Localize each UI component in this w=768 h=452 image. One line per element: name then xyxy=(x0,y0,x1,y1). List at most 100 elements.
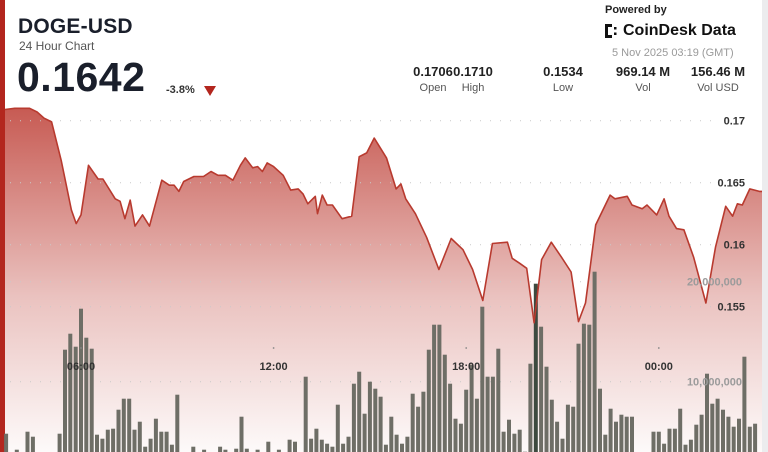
volume-bar xyxy=(432,324,437,452)
volume-bar xyxy=(699,414,704,452)
volume-bar xyxy=(501,431,506,452)
volume-bar xyxy=(287,439,292,452)
volume-bar xyxy=(330,446,335,452)
volume-bar xyxy=(560,438,565,452)
volume-bar xyxy=(63,349,67,452)
volume-bar xyxy=(105,429,110,452)
volume-bar xyxy=(153,418,158,452)
volume-bar xyxy=(319,439,324,452)
volume-bar xyxy=(116,409,121,452)
volume-bar xyxy=(721,409,725,452)
volume-bar xyxy=(25,431,30,452)
volume-bar xyxy=(4,433,9,452)
volume-bar xyxy=(544,366,549,452)
volume-bar xyxy=(416,406,421,452)
volume-bar xyxy=(453,418,458,452)
volume-bar xyxy=(737,418,741,452)
volume-bar xyxy=(367,381,372,452)
volume-bar xyxy=(565,404,570,452)
stat-value: 0.1706 xyxy=(413,64,453,79)
logo-text: CoinDesk Data xyxy=(623,22,736,39)
volume-bar xyxy=(223,449,228,452)
volume-bar xyxy=(464,389,469,452)
stat-label: Open xyxy=(419,82,447,94)
volume-tick-label: 10,000,000 xyxy=(687,377,742,389)
volume-bar xyxy=(581,323,586,452)
volume-bar xyxy=(603,434,608,452)
volume-bar xyxy=(421,391,426,452)
volume-bar xyxy=(442,354,447,452)
volume-tick-label: 20,000,000 xyxy=(687,277,742,289)
volume-bar xyxy=(533,283,538,452)
volume-bar xyxy=(309,438,314,452)
volume-bar xyxy=(57,433,62,452)
volume-bar xyxy=(239,416,244,452)
volume-bar xyxy=(84,337,89,452)
chart-subtitle: 24 Hour Chart xyxy=(19,39,95,53)
volume-bar xyxy=(373,388,378,452)
volume-bar xyxy=(539,326,544,452)
volume-bar xyxy=(528,363,533,452)
volume-bar xyxy=(351,383,356,452)
price-tick-label: 0.165 xyxy=(717,178,745,190)
volume-bar xyxy=(383,444,388,452)
volume-bar xyxy=(169,444,174,452)
time-tick-label: 06:00 xyxy=(67,361,95,373)
volume-bar xyxy=(458,423,463,452)
volume-bar xyxy=(293,441,297,452)
time-tick-mark xyxy=(80,347,82,349)
volume-bar xyxy=(137,421,142,452)
volume-bar xyxy=(68,333,73,452)
volume-bar xyxy=(394,434,399,452)
time-tick-label: 12:00 xyxy=(260,361,288,373)
volume-bar xyxy=(672,428,677,452)
time-tick-label: 00:00 xyxy=(645,361,673,373)
volume-bar xyxy=(469,364,474,452)
time-tick-mark xyxy=(465,347,468,349)
volume-bar xyxy=(95,434,99,452)
stat-value: 0.1710 xyxy=(453,64,493,79)
scroll-edge xyxy=(762,0,768,452)
volume-bar xyxy=(485,376,490,452)
volume-bar xyxy=(496,348,501,452)
volume-bar xyxy=(314,428,319,452)
volume-bar xyxy=(378,396,383,452)
down-triangle-icon xyxy=(204,86,216,96)
volume-bar xyxy=(389,416,394,452)
volume-bar xyxy=(234,448,239,452)
volume-bar xyxy=(662,443,667,452)
volume-bar xyxy=(667,428,672,452)
accent-bar xyxy=(0,0,5,452)
volume-bar xyxy=(202,449,207,452)
price-change: -3.8% xyxy=(166,84,195,96)
price-tick-label: 0.17 xyxy=(724,116,745,128)
volume-bar xyxy=(325,443,330,452)
volume-bar xyxy=(651,431,656,452)
volume-bar xyxy=(683,444,688,452)
volume-bar xyxy=(89,348,94,452)
volume-bar xyxy=(437,324,442,452)
volume-bar xyxy=(753,423,758,452)
volume-bar xyxy=(726,416,731,452)
volume-bar xyxy=(276,449,281,452)
volume-bar xyxy=(400,443,404,452)
volume-bar xyxy=(346,436,351,452)
volume-bar xyxy=(490,376,495,452)
volume-bar xyxy=(619,414,624,452)
volume-bar xyxy=(576,343,581,452)
volume-bar xyxy=(73,346,78,452)
volume-bar xyxy=(598,388,602,452)
volume-bar xyxy=(742,356,747,452)
stat-vol: 969.14 M Vol xyxy=(603,64,683,94)
price-area xyxy=(5,108,762,452)
volume-bar xyxy=(218,446,223,452)
volume-bar xyxy=(694,424,699,452)
volume-bar xyxy=(688,439,693,452)
volume-bar xyxy=(255,449,260,452)
volume-bar xyxy=(143,446,148,452)
volume-bar xyxy=(480,306,485,452)
volume-bar xyxy=(405,436,410,452)
volume-bar xyxy=(159,431,164,452)
volume-bar xyxy=(448,383,453,452)
stat-open: 0.1706 Open xyxy=(393,64,473,94)
